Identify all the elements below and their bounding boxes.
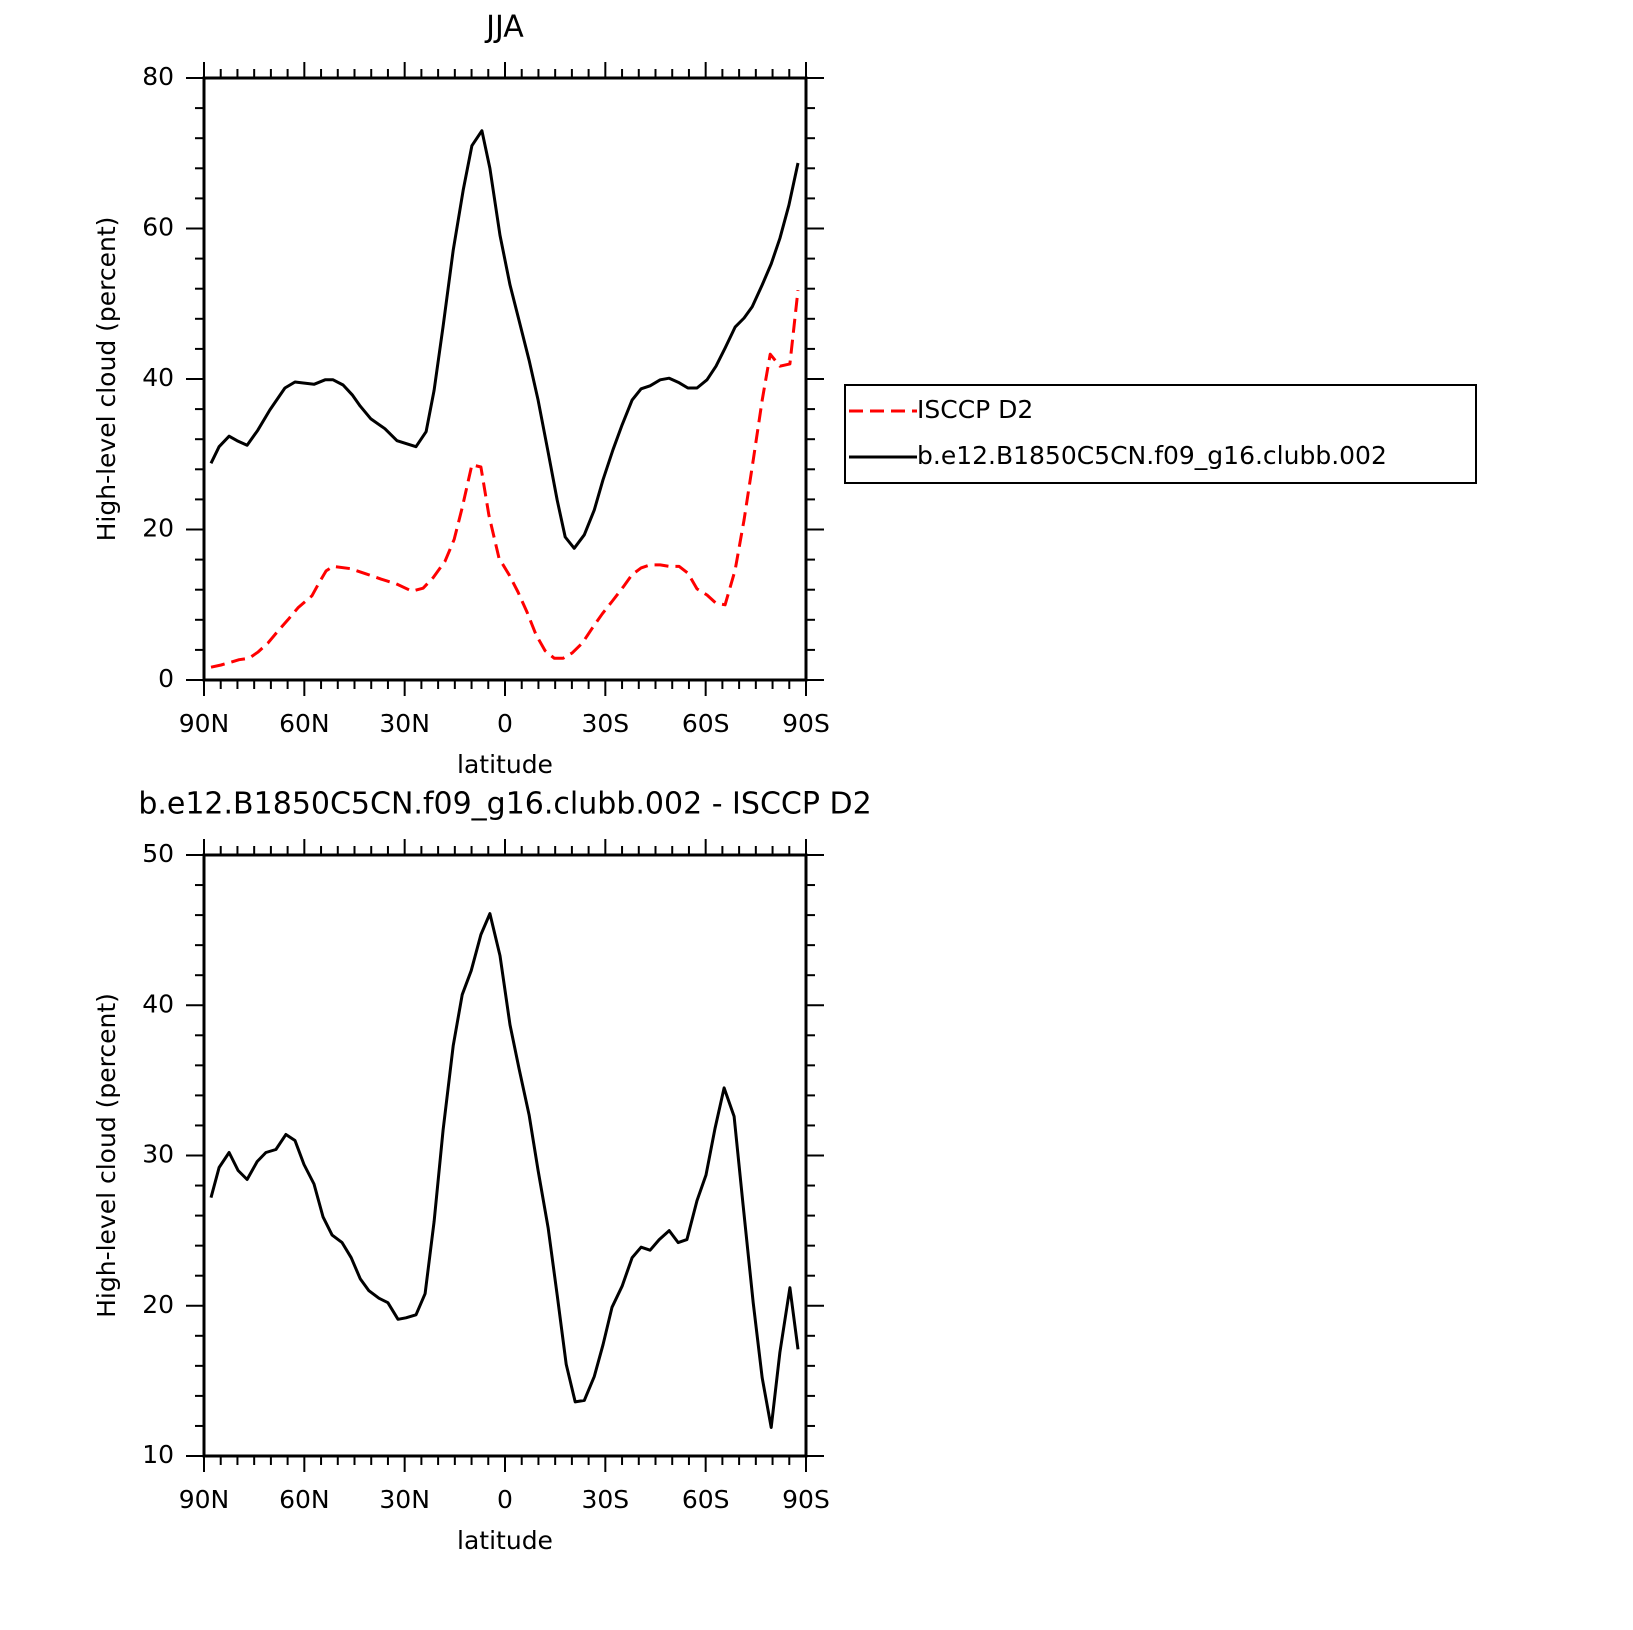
y-tick-label: 40 (142, 989, 174, 1018)
x-tick-label: 90S (782, 1485, 830, 1514)
x-tick-label: 60N (279, 709, 330, 738)
x-tick-label: 30S (581, 1485, 629, 1514)
x-tick-label: 60S (682, 1485, 730, 1514)
y-tick-label: 0 (158, 664, 174, 693)
x-tick-label: 90N (179, 709, 230, 738)
legend-label: b.e12.B1850C5CN.f09_g16.clubb.002 (917, 441, 1387, 470)
data-line (209, 129, 800, 550)
y-axis-label: High-level cloud (percent) (92, 217, 121, 542)
plot-frame (202, 76, 808, 682)
x-tick-label: 0 (497, 1485, 513, 1514)
y-tick-label: 30 (142, 1140, 174, 1169)
plot-frame (202, 853, 808, 1458)
y-axis-label: High-level cloud (percent) (92, 993, 121, 1318)
x-axis-label: latitude (457, 750, 553, 779)
x-axis-label: latitude (457, 1526, 553, 1555)
legend-label: ISCCP D2 (917, 395, 1033, 424)
x-tick-label: 30N (379, 709, 430, 738)
x-tick-label: 90S (782, 709, 830, 738)
data-line (210, 290, 800, 669)
y-tick-label: 20 (142, 514, 174, 543)
x-tick-label: 90N (179, 1485, 230, 1514)
x-tick-label: 60N (279, 1485, 330, 1514)
x-tick-label: 30N (379, 1485, 430, 1514)
y-tick-label: 50 (142, 839, 174, 868)
y-tick-label: 60 (142, 213, 174, 242)
chart-title: b.e12.B1850C5CN.f09_g16.clubb.002 - ISCC… (138, 787, 871, 822)
chart-title: JJA (484, 10, 524, 45)
y-tick-label: 80 (142, 62, 174, 91)
y-tick-label: 20 (142, 1290, 174, 1319)
data-line (209, 912, 800, 1429)
x-tick-label: 0 (497, 709, 513, 738)
x-tick-label: 60S (682, 709, 730, 738)
x-tick-label: 30S (581, 709, 629, 738)
y-tick-label: 10 (142, 1440, 174, 1469)
legend-box (844, 384, 1477, 484)
y-tick-label: 40 (142, 363, 174, 392)
